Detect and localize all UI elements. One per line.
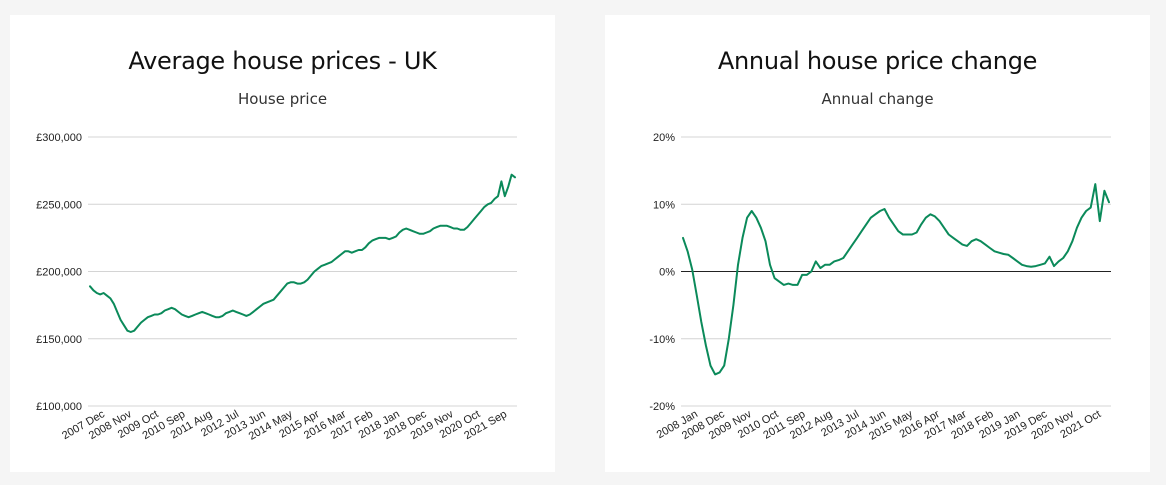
series-line	[682, 183, 1110, 376]
chart-subtitle: House price	[237, 90, 328, 108]
y-tick-label: -20%	[649, 401, 675, 413]
chart-subtitle: Annual change	[821, 90, 934, 108]
chart-panel-house-prices: Average house prices - UK House price £1…	[10, 15, 555, 472]
chart-panel-annual-change: Annual house price change Annual change …	[605, 15, 1150, 472]
y-tick-label: 0%	[659, 267, 675, 279]
y-tick-label: £250,000	[36, 199, 82, 211]
y-tick-label: £100,000	[36, 401, 82, 413]
y-tick-label: -10%	[649, 334, 675, 346]
y-tick-label: 10%	[653, 199, 675, 211]
chart-title: Annual house price change	[717, 47, 1038, 75]
y-tick-label: 20%	[653, 132, 675, 144]
house-price-line-chart: £100,000 £150,000 £200,000 £250,000 £300,000…	[36, 132, 517, 443]
y-tick-label: £300,000	[36, 132, 82, 144]
series-line	[89, 173, 516, 333]
chart-title: Average house prices - UK	[128, 47, 437, 75]
y-tick-label: £200,000	[36, 267, 82, 279]
y-tick-label: £150,000	[36, 334, 82, 346]
